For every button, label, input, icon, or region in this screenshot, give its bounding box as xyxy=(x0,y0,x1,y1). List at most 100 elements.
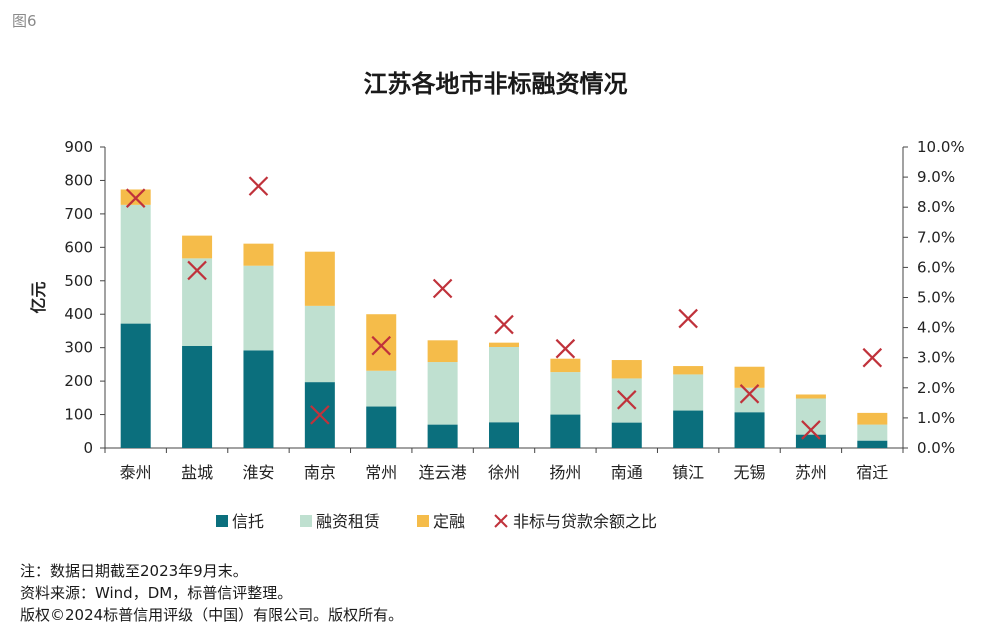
note-line: 版权©2024标普信用评级（中国）有限公司。版权所有。 xyxy=(20,606,404,624)
bar-trust xyxy=(673,410,704,448)
legend-swatch-ratio xyxy=(494,514,508,528)
bar-trust xyxy=(489,422,519,448)
bar-leasing xyxy=(489,346,519,423)
bar-leasing xyxy=(673,374,704,411)
legend-label: 融资租赁 xyxy=(316,512,380,531)
bar-private-placement xyxy=(550,358,581,373)
x-tick-label: 扬州 xyxy=(549,463,581,482)
note-line: 注：数据日期截至2023年9月末。 xyxy=(20,562,248,580)
chart-bars xyxy=(120,189,888,448)
bar-leasing xyxy=(182,258,213,346)
ratio-marker-stroke xyxy=(432,278,453,299)
y2-tick-label: 2.0% xyxy=(917,379,955,397)
ratio-marker xyxy=(494,314,514,335)
bar-leasing xyxy=(550,372,581,415)
chart-markers xyxy=(125,176,883,440)
y2-tick-label: 5.0% xyxy=(917,289,955,307)
ratio-marker xyxy=(248,176,269,196)
bar-leasing xyxy=(120,204,151,324)
ratio-marker-stroke xyxy=(187,260,207,281)
ratio-marker-stroke xyxy=(494,314,514,335)
y-tick-label: 300 xyxy=(64,339,93,357)
y-tick-label: 600 xyxy=(64,238,93,256)
y2-tick-label: 1.0% xyxy=(917,409,955,427)
bar-leasing xyxy=(304,305,335,383)
ratio-marker-stroke xyxy=(310,405,330,425)
y2-tick-label: 9.0% xyxy=(917,168,955,186)
legend-swatch xyxy=(216,515,228,527)
bar-private-placement xyxy=(182,235,213,259)
bar-trust xyxy=(366,406,397,448)
ratio-marker xyxy=(555,338,576,359)
y-tick-label: 100 xyxy=(64,406,93,424)
legend-swatch xyxy=(300,515,312,527)
x-tick-label: 苏州 xyxy=(795,463,827,482)
x-tick-label: 徐州 xyxy=(488,463,520,482)
ratio-marker-stroke xyxy=(678,308,698,329)
bar-leasing xyxy=(427,362,458,425)
x-tick-label: 盐城 xyxy=(181,463,213,482)
ratio-marker-stroke xyxy=(125,188,146,208)
y2-tick-label: 4.0% xyxy=(917,319,955,337)
bar-trust xyxy=(243,350,274,448)
ratio-marker-stroke xyxy=(616,390,637,410)
legend-label: 信托 xyxy=(232,512,264,531)
notes-block: 注：数据日期截至2023年9月末。 资料来源：Wind，DM，标普信评整理。 版… xyxy=(20,560,403,626)
x-tick-label: 南京 xyxy=(304,463,336,482)
ratio-marker xyxy=(616,390,637,410)
y-tick-label: 900 xyxy=(64,138,93,156)
bar-leasing xyxy=(366,370,397,407)
y2-tick-label: 0.0% xyxy=(917,439,955,457)
chart-title: 江苏各地市非标融资情况 xyxy=(363,70,628,98)
x-tick-label: 淮安 xyxy=(242,463,274,482)
bar-private-placement xyxy=(857,412,888,425)
ratio-marker xyxy=(862,347,883,368)
bar-private-placement xyxy=(795,394,826,399)
bar-trust xyxy=(550,414,581,448)
bar-leasing xyxy=(857,424,888,441)
y-axis-label: 亿元 xyxy=(29,281,48,313)
bar-private-placement xyxy=(673,366,704,375)
bar-trust xyxy=(734,412,765,448)
x-tick-label: 常州 xyxy=(365,463,397,482)
bar-private-placement xyxy=(304,251,335,306)
y2-tick-label: 7.0% xyxy=(917,228,955,246)
chart-svg: 0 100 200 300 400 500 600 700 800 900 0.0% 1.0% 2.0%… xyxy=(29,138,965,531)
y-tick-label: 800 xyxy=(64,171,93,189)
x-tick-label: 南通 xyxy=(611,463,643,482)
ratio-marker xyxy=(801,420,821,440)
y2-tick-label: 6.0% xyxy=(917,258,955,276)
bar-private-placement xyxy=(427,340,458,363)
ratio-marker-stroke xyxy=(555,338,576,359)
y-tick-label: 700 xyxy=(64,205,93,223)
bar-private-placement xyxy=(489,342,519,347)
bar-private-placement xyxy=(366,314,397,371)
bar-private-placement xyxy=(611,360,642,379)
x-tick-label: 无锡 xyxy=(734,463,766,482)
bar-private-placement xyxy=(243,243,274,266)
bar-leasing xyxy=(243,265,274,351)
bar-trust xyxy=(182,345,213,448)
legend-label: 定融 xyxy=(433,512,465,531)
bar-trust xyxy=(611,422,642,448)
bar-trust xyxy=(120,323,151,448)
y-tick-label: 400 xyxy=(64,305,93,323)
note-line: 资料来源：Wind，DM，标普信评整理。 xyxy=(20,584,293,602)
ratio-marker xyxy=(187,260,207,281)
y-tick-label: 0 xyxy=(83,439,93,457)
y2-tick-label: 10.0% xyxy=(917,138,965,156)
ratio-marker-stroke xyxy=(801,420,821,440)
bar-private-placement xyxy=(734,366,765,388)
ratio-marker xyxy=(371,335,392,356)
chart-legend: 信托 融资租赁 定融 非标与贷款余额之比 xyxy=(216,512,657,531)
ratio-marker-stroke xyxy=(248,176,269,196)
chart-axes: 0 100 200 300 400 500 600 700 800 900 0.0% 1.0% 2.0%… xyxy=(29,138,965,482)
figure-label: 图6 xyxy=(12,12,37,30)
legend-swatch xyxy=(417,515,429,527)
y2-tick-label: 3.0% xyxy=(917,349,955,367)
ratio-marker xyxy=(125,188,146,208)
ratio-marker xyxy=(310,405,330,425)
ratio-marker-stroke xyxy=(739,384,760,404)
x-tick-label: 镇江 xyxy=(672,463,704,482)
x-tick-label: 泰州 xyxy=(120,463,152,482)
